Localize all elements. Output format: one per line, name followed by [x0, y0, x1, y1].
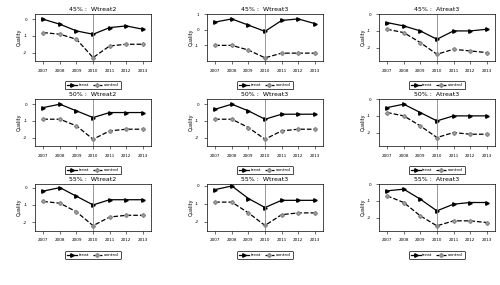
Y-axis label: Quality: Quality [360, 199, 366, 216]
Y-axis label: Quality: Quality [189, 199, 194, 216]
Y-axis label: Quality: Quality [17, 114, 22, 131]
Legend: treat, control: treat, control [237, 251, 293, 259]
Title: 45% :  Wtreat2: 45% : Wtreat2 [70, 7, 117, 13]
Y-axis label: Quality: Quality [360, 114, 366, 131]
Title: 50% :  Atreat3: 50% : Atreat3 [414, 92, 460, 97]
Y-axis label: Quality: Quality [17, 199, 22, 216]
Y-axis label: Quality: Quality [360, 29, 366, 46]
Y-axis label: Quality: Quality [17, 29, 22, 46]
Y-axis label: Quality: Quality [189, 29, 194, 46]
Title: 55% :  Atreat3: 55% : Atreat3 [414, 177, 460, 182]
Title: 50% :  Wtreat3: 50% : Wtreat3 [242, 92, 288, 97]
Title: 55% :  Wtreat2: 55% : Wtreat2 [70, 177, 116, 182]
Legend: treat, control: treat, control [409, 251, 465, 259]
Legend: treat, control: treat, control [65, 251, 121, 259]
Y-axis label: Quality: Quality [189, 114, 194, 131]
Legend: treat, control: treat, control [409, 81, 465, 89]
Legend: treat, control: treat, control [237, 81, 293, 89]
Legend: treat, control: treat, control [237, 166, 293, 174]
Legend: treat, control: treat, control [65, 166, 121, 174]
Legend: treat, control: treat, control [409, 166, 465, 174]
Legend: treat, control: treat, control [65, 81, 121, 89]
Title: 45% :  Atreat3: 45% : Atreat3 [414, 7, 460, 13]
Title: 55% :  Wtreat3: 55% : Wtreat3 [242, 177, 288, 182]
Title: 50% :  Wtreat2: 50% : Wtreat2 [70, 92, 116, 97]
Title: 45% :  Wtreat3: 45% : Wtreat3 [242, 7, 288, 13]
